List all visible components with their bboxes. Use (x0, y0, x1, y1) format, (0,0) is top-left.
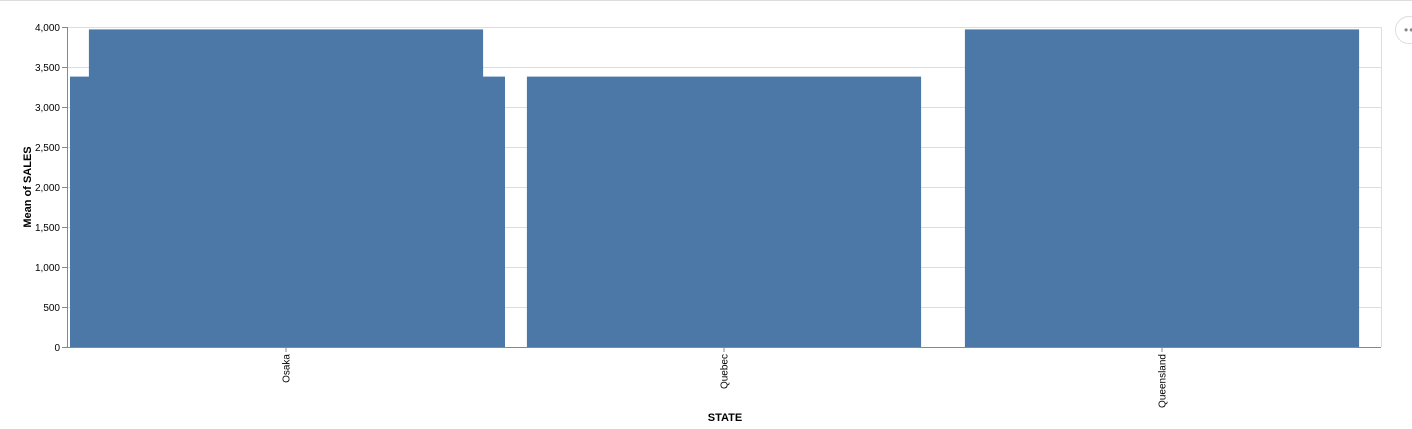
top-border (0, 0, 1412, 1)
ellipsis-icon: •• (1404, 23, 1412, 37)
y-tick-label: 2,000 (35, 183, 60, 194)
x-tick-label: Osaka (282, 354, 293, 383)
x-axis-title: STATE (708, 412, 742, 424)
bar (88, 29, 484, 348)
y-tick-label: 500 (43, 303, 60, 314)
y-tick-label: 2,500 (35, 143, 60, 154)
bar (526, 76, 922, 347)
y-axis-title: Mean of SALES (22, 146, 34, 227)
x-axis-ticks: Osaka Quebec Queensland (282, 347, 1169, 408)
x-tick-label: Quebec (720, 354, 731, 389)
y-axis-ticks: 0 500 1,000 1,500 2,000 2,500 3,000 3,500 4,000 (35, 23, 67, 354)
bars (70, 29, 1360, 348)
y-tick-label: 3,500 (35, 63, 60, 74)
bar (964, 29, 1360, 348)
y-tick-label: 3,000 (35, 103, 60, 114)
y-tick-label: 1,500 (35, 223, 60, 234)
y-tick-label: 4,000 (35, 23, 60, 34)
y-tick-label: 0 (54, 343, 60, 354)
x-tick-label: Queensland (1158, 354, 1169, 408)
y-tick-label: 1,000 (35, 263, 60, 274)
